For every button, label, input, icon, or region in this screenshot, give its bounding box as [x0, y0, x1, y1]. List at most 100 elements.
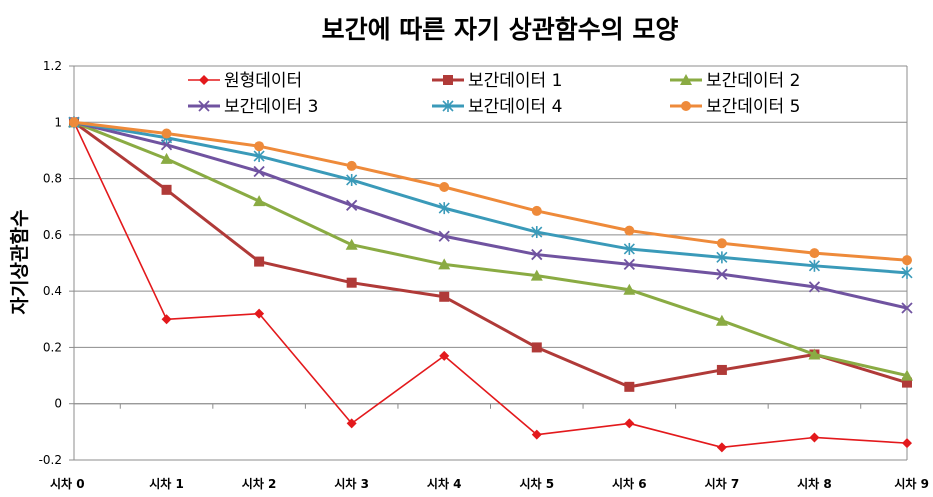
x-tick-label: 시차 4	[427, 476, 462, 491]
data-point	[901, 266, 913, 279]
series-line	[73, 120, 908, 275]
circle-marker-shape	[346, 160, 357, 171]
legend-item: 보간데이터 5	[670, 97, 800, 117]
series-line	[73, 121, 908, 389]
data-point	[346, 277, 357, 288]
data-point	[439, 182, 450, 193]
diamond-marker-shape	[716, 442, 727, 453]
x-marker-stroke	[623, 258, 635, 271]
circle-marker-shape	[531, 205, 542, 216]
data-point	[531, 429, 542, 440]
data-point	[439, 350, 450, 361]
data-point	[161, 184, 172, 195]
data-point	[254, 308, 265, 319]
legend-marker	[198, 100, 210, 112]
data-point	[160, 152, 173, 164]
triangle-marker-shape	[345, 238, 358, 250]
triangle-marker-shape	[253, 195, 266, 207]
legend-label: 원형데이터	[224, 71, 302, 91]
axes: -0.2 0 0.2 0.4 0.6 0.8 1 1.2 시차 0 시차 1 시차 2 시차 3 시차 …	[39, 59, 929, 491]
y-tick-label: 0.2	[43, 340, 62, 354]
series-line	[73, 121, 908, 449]
diamond-marker-shape	[346, 418, 357, 429]
data-point	[438, 258, 451, 270]
legend-marker	[199, 75, 209, 85]
data-point	[438, 230, 450, 242]
data-point	[253, 165, 265, 178]
x-marker-stroke	[531, 248, 543, 261]
x-tick-label: 시차 9	[894, 476, 929, 491]
square-marker-shape	[531, 342, 542, 353]
legend-label: 보간데이터 4	[468, 97, 562, 117]
data-point	[808, 348, 821, 360]
x-marker-stroke	[716, 268, 728, 280]
legend-item: 보간데이터 2	[670, 71, 800, 91]
circle-marker-shape	[624, 225, 635, 236]
circle-marker-shape	[254, 141, 265, 152]
circle-marker-shape	[902, 255, 912, 266]
data-point	[531, 248, 543, 261]
legend-label: 보간데이터 2	[706, 71, 800, 91]
square-marker-shape	[346, 277, 357, 288]
data-point	[808, 281, 821, 293]
data-point	[623, 283, 636, 295]
data-point	[716, 442, 727, 453]
triangle-marker-shape	[438, 258, 451, 270]
series-line	[73, 120, 908, 310]
x-tick-label: 시차 6	[612, 476, 647, 491]
data-point	[161, 314, 172, 325]
legend-item: 보간데이터 1	[432, 71, 562, 91]
series-4	[68, 116, 913, 314]
x-marker-stroke	[901, 302, 913, 314]
series-line	[73, 120, 908, 262]
data-point	[254, 256, 265, 267]
data-point	[254, 141, 265, 152]
data-point	[716, 251, 728, 264]
square-marker-shape	[254, 256, 265, 267]
data-point	[346, 418, 357, 429]
data-point	[69, 117, 79, 128]
diamond-marker-shape	[254, 308, 265, 319]
series-1	[69, 117, 912, 453]
data-point	[902, 377, 912, 388]
circle-marker-shape	[69, 117, 79, 128]
data-point	[809, 432, 820, 443]
x-marker-stroke	[346, 199, 358, 211]
x-tick-label: 시차 3	[334, 476, 369, 491]
square-marker-shape	[902, 377, 912, 388]
x-tick-label: 시차 8	[797, 476, 832, 491]
data-point	[624, 418, 635, 429]
data-point	[531, 226, 543, 239]
data-point	[716, 238, 727, 249]
legend-label: 보간데이터 3	[224, 97, 318, 117]
circle-marker-shape	[161, 128, 172, 139]
y-tick-label: 0.4	[43, 284, 62, 298]
data-point	[346, 160, 357, 171]
y-tick-label: -0.2	[39, 453, 62, 467]
x-tick-label: 시차 2	[242, 476, 277, 491]
legend-label: 보간데이터 5	[706, 97, 800, 117]
y-tick-label: 1.2	[43, 59, 62, 73]
y-tick-label: 0.6	[43, 228, 62, 242]
data-point	[439, 291, 450, 302]
y-tick-label: 1	[54, 115, 62, 129]
diamond-marker-shape	[809, 432, 820, 443]
diamond-marker-shape	[531, 429, 542, 440]
data-point	[161, 128, 172, 139]
legend-marker	[442, 100, 454, 112]
legend: 원형데이터 보간데이터 1 보간데이터 2 보간데이터 3 보간데이터 4 보간데이터 5	[188, 71, 800, 117]
triangle-marker-shape	[901, 369, 913, 381]
data-point	[624, 225, 635, 236]
data-point	[623, 258, 635, 271]
data-point	[716, 268, 728, 280]
x-tick-label: 시차 5	[519, 476, 554, 491]
legend-marker	[443, 75, 453, 85]
data-point	[253, 195, 266, 207]
data-point	[809, 248, 820, 259]
circle-marker-shape	[809, 248, 820, 259]
legend-marker	[681, 101, 691, 111]
data-point	[901, 302, 913, 314]
data-point	[346, 199, 358, 211]
diamond-marker-shape	[199, 75, 209, 85]
